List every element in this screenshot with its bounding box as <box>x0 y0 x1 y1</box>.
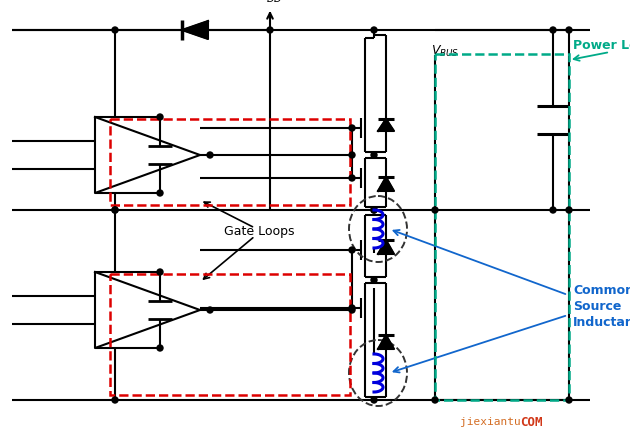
Text: Source: Source <box>573 300 621 312</box>
Circle shape <box>112 27 118 33</box>
Text: jiexiantu: jiexiantu <box>460 417 521 427</box>
Circle shape <box>349 305 355 311</box>
Circle shape <box>112 207 118 213</box>
Text: $V_{DD}$: $V_{DD}$ <box>257 0 283 5</box>
Polygon shape <box>378 177 394 191</box>
Polygon shape <box>378 119 394 131</box>
Circle shape <box>349 125 355 131</box>
Circle shape <box>371 277 377 283</box>
Circle shape <box>566 27 572 33</box>
Circle shape <box>566 207 572 213</box>
Circle shape <box>432 397 438 403</box>
Circle shape <box>207 152 213 158</box>
Circle shape <box>550 27 556 33</box>
Text: Gate Loops: Gate Loops <box>224 225 295 238</box>
Circle shape <box>371 152 377 158</box>
Circle shape <box>566 397 572 403</box>
Text: COM: COM <box>520 415 542 429</box>
Circle shape <box>157 269 163 275</box>
Polygon shape <box>182 21 208 39</box>
Circle shape <box>349 152 355 158</box>
Text: Common: Common <box>573 283 630 297</box>
Circle shape <box>157 114 163 120</box>
Text: $V_{BUS}$: $V_{BUS}$ <box>431 44 459 59</box>
Circle shape <box>112 397 118 403</box>
Circle shape <box>371 207 377 213</box>
Circle shape <box>207 307 213 313</box>
Circle shape <box>349 175 355 181</box>
Circle shape <box>349 307 355 313</box>
Circle shape <box>371 397 377 403</box>
Circle shape <box>267 27 273 33</box>
Circle shape <box>157 190 163 196</box>
Circle shape <box>371 27 377 33</box>
Text: Power Loop: Power Loop <box>573 38 630 51</box>
Circle shape <box>157 345 163 351</box>
Polygon shape <box>378 240 394 254</box>
Circle shape <box>112 207 118 213</box>
Circle shape <box>550 207 556 213</box>
Circle shape <box>349 247 355 253</box>
Text: Inductance: Inductance <box>573 315 630 329</box>
Circle shape <box>432 207 438 213</box>
Circle shape <box>371 207 377 213</box>
Polygon shape <box>378 335 394 349</box>
